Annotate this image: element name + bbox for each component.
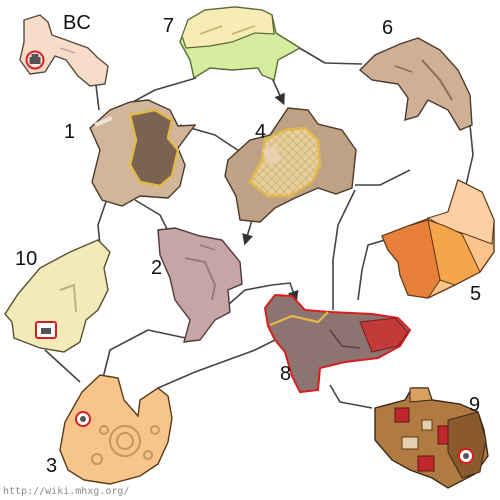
skull-marker-icon xyxy=(458,448,474,464)
path-bc-1 xyxy=(95,84,100,111)
zone-label-5: 5 xyxy=(470,283,482,305)
path-2-8 xyxy=(227,284,273,306)
zone-3-shape[interactable] xyxy=(59,374,173,485)
path-2-3 xyxy=(102,329,196,379)
zone-label-3: 3 xyxy=(46,455,58,477)
zone-label-4: 4 xyxy=(255,121,267,143)
zone-label-6: 6 xyxy=(382,17,394,39)
path-7-6 xyxy=(295,45,363,65)
path-10-3 xyxy=(44,349,81,383)
zone-1-shape[interactable] xyxy=(89,99,197,207)
zone-4-shape[interactable] xyxy=(224,107,357,223)
zone-label-2: 2 xyxy=(151,257,163,279)
zone-label-8: 8 xyxy=(280,363,292,385)
zone-label-9: 9 xyxy=(469,394,481,416)
zone-label-7: 7 xyxy=(163,15,175,37)
watermark-url: http://wiki.mhxg.org/ xyxy=(3,486,130,497)
path-4-8 xyxy=(332,189,356,310)
zone-6-shape[interactable] xyxy=(358,37,473,131)
zone-7-shape[interactable] xyxy=(179,6,302,81)
path-6-4 xyxy=(355,169,411,186)
zone-5-shape[interactable] xyxy=(381,179,495,299)
path-6-5 xyxy=(465,124,474,186)
supply-box-icon xyxy=(35,321,57,339)
path-5-8 xyxy=(357,239,386,301)
path-8-9 xyxy=(329,384,373,409)
zone-label-1: 1 xyxy=(64,121,76,143)
skull-marker-icon xyxy=(75,411,91,427)
zone-2-shape[interactable] xyxy=(157,227,243,343)
path-3-8 xyxy=(157,339,276,389)
zone-label-10: 10 xyxy=(15,248,38,270)
zone-9-shape[interactable] xyxy=(374,387,489,489)
zone-bc-shape[interactable] xyxy=(19,14,109,87)
ring-decoration xyxy=(91,425,160,465)
supply-box-icon xyxy=(25,50,45,70)
arrow-7-4 xyxy=(271,77,285,106)
zone-8-shape[interactable] xyxy=(263,293,412,394)
zone-10-shape[interactable] xyxy=(4,239,111,353)
arrow-2-8 xyxy=(271,282,299,303)
zone-label-bc: BC xyxy=(63,12,91,34)
